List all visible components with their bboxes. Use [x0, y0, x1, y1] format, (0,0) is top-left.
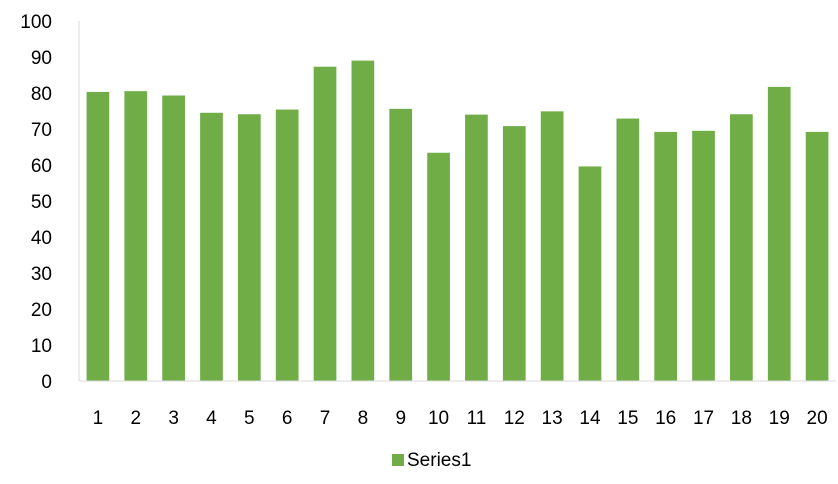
x-tick-label: 14 — [579, 408, 601, 429]
x-tick-label: 15 — [617, 408, 638, 429]
bar — [654, 131, 678, 381]
x-tick-label: 6 — [282, 408, 293, 429]
bar — [692, 130, 715, 381]
x-tick-label: 8 — [358, 408, 369, 429]
x-axis-tick-labels: 1 2 3 4 5 6 7 8 9 10 11 12 13 14 15 16 17 18 19 20 — [93, 408, 828, 429]
bar — [578, 166, 602, 381]
x-tick-label: 17 — [693, 408, 714, 429]
x-tick-label: 2 — [130, 408, 141, 429]
bar — [427, 152, 450, 381]
y-tick-label: 40 — [31, 228, 52, 249]
legend-swatch — [392, 454, 404, 466]
y-tick-label: 90 — [31, 48, 52, 69]
x-tick-label: 18 — [731, 408, 752, 429]
bar-series — [86, 60, 829, 382]
bar — [616, 118, 640, 381]
legend-label: Series1 — [407, 450, 471, 471]
x-tick-label: 9 — [395, 408, 406, 429]
bar — [389, 108, 413, 381]
bar — [275, 109, 299, 381]
y-tick-label: 30 — [31, 264, 52, 285]
y-tick-label: 50 — [31, 192, 52, 213]
x-tick-label: 11 — [467, 408, 487, 429]
bar — [540, 111, 564, 382]
x-tick-label: 3 — [168, 408, 179, 429]
y-tick-label: 20 — [31, 300, 52, 321]
bar — [237, 114, 261, 382]
bar — [124, 91, 148, 381]
y-tick-label: 10 — [31, 336, 52, 357]
x-tick-label: 12 — [504, 408, 525, 429]
bar — [730, 114, 753, 382]
x-tick-label: 20 — [807, 408, 828, 429]
y-tick-label: 60 — [31, 156, 52, 177]
bar — [805, 131, 829, 381]
y-tick-label: 0 — [41, 372, 52, 393]
bar — [86, 91, 110, 382]
x-tick-label: 13 — [542, 408, 563, 429]
y-tick-label: 80 — [31, 84, 52, 105]
axes — [78, 21, 836, 382]
x-tick-label: 5 — [244, 408, 255, 429]
bar — [313, 66, 337, 381]
x-tick-label: 7 — [320, 408, 331, 429]
x-tick-label: 16 — [655, 408, 676, 429]
x-tick-label: 10 — [428, 408, 449, 429]
x-tick-label: 1 — [93, 408, 104, 429]
bar — [465, 114, 488, 381]
bar — [502, 126, 526, 382]
y-tick-label: 100 — [20, 12, 52, 33]
bar — [200, 112, 223, 382]
bar — [351, 60, 375, 381]
x-tick-label: 4 — [206, 408, 217, 429]
bar — [162, 95, 185, 382]
y-axis-tick-labels: 0 10 20 30 40 50 60 70 80 90 100 — [20, 12, 52, 393]
y-tick-label: 70 — [31, 120, 52, 141]
legend: Series1 — [392, 450, 471, 471]
bar — [767, 86, 791, 381]
x-tick-label: 19 — [769, 408, 790, 429]
